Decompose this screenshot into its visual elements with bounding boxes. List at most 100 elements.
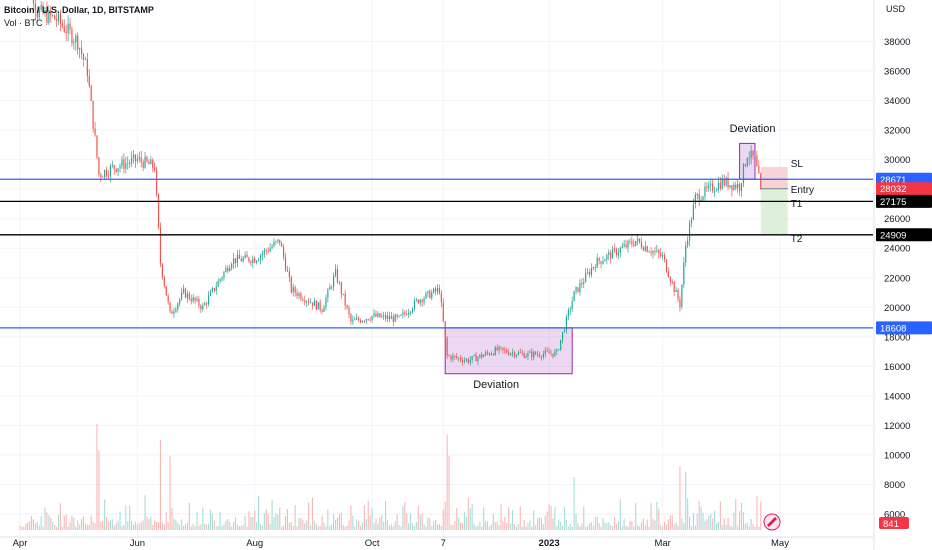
volume-bar	[169, 455, 171, 530]
candle-body	[306, 301, 308, 303]
candle-body	[340, 282, 342, 294]
volume-bar	[304, 523, 306, 530]
volume-bar	[660, 525, 662, 530]
volume-bar	[315, 523, 317, 530]
candle-body	[109, 165, 112, 176]
candle-body	[359, 320, 362, 323]
candle-body	[465, 359, 467, 361]
candle-body	[625, 244, 627, 248]
volume-bar	[19, 525, 21, 530]
volume-bar	[646, 519, 648, 530]
volume-bar	[161, 522, 163, 530]
volume-bar	[59, 503, 61, 530]
volume-bar	[523, 519, 525, 530]
volume-bar	[25, 523, 27, 530]
price-tick-label: 38000	[884, 37, 910, 48]
volume-bar	[54, 525, 56, 530]
volume-bar	[298, 517, 300, 530]
volume-bar	[23, 526, 25, 530]
candle-body	[119, 165, 121, 169]
candle-body	[552, 353, 554, 357]
candle-body	[440, 293, 442, 303]
deviation-label-top: Deviation	[729, 123, 776, 136]
time-axis[interactable]: Apr Jun Aug Oct 7 2023 Mar May	[0, 536, 873, 549]
price-tick-label: 6000	[884, 510, 905, 521]
candle-body	[669, 277, 671, 282]
volume-bar	[714, 510, 716, 530]
volume-bar	[546, 511, 548, 530]
candle-body	[394, 314, 396, 322]
volume-bar	[223, 524, 225, 530]
candle-body	[404, 312, 406, 314]
volume-bar	[702, 512, 704, 530]
volume-bar	[604, 522, 606, 530]
stop-loss-zone[interactable]	[760, 167, 788, 189]
take-profit-zone[interactable]	[760, 188, 788, 235]
volume-bar	[82, 516, 85, 530]
candle-body	[204, 303, 206, 306]
volume-bar	[675, 522, 677, 530]
price-tick-label: 34000	[884, 96, 910, 107]
volume-bar	[242, 525, 244, 530]
candle-body	[460, 357, 462, 361]
volume-bar	[354, 526, 356, 530]
volume-bar	[411, 523, 414, 530]
candle-body	[134, 154, 137, 162]
candle-body	[167, 295, 169, 303]
candle-body	[354, 319, 356, 321]
volume-bar	[527, 523, 529, 530]
candle-body	[179, 298, 181, 304]
candle-body	[156, 170, 158, 195]
candle-body	[196, 298, 198, 301]
candle-body	[57, 13, 60, 21]
volume-bar	[608, 522, 610, 530]
candle-body	[544, 350, 546, 354]
volume-bar	[167, 521, 169, 530]
volume-bar	[350, 505, 352, 530]
volume-bar	[548, 504, 550, 530]
volume-bar	[308, 502, 310, 530]
candle-body	[252, 258, 254, 264]
volume-bar	[635, 503, 637, 530]
volume-bar	[710, 513, 712, 530]
candle-body	[367, 319, 369, 320]
price-axis[interactable]: USD 6000 8000 10000 12000 14000 16000 18000 2000…	[873, 0, 910, 550]
volume-bar	[575, 514, 577, 530]
candle-body	[396, 314, 398, 317]
volume-bar	[42, 526, 44, 530]
volume-bar	[671, 515, 673, 530]
volume-bar	[665, 524, 668, 530]
candle-body	[706, 186, 708, 189]
candle-body	[246, 254, 248, 258]
candle-body	[692, 204, 695, 220]
candle-body	[450, 355, 452, 360]
volume-bar	[406, 513, 408, 530]
horizontal-levels[interactable]	[0, 178, 873, 329]
candle-body	[729, 185, 731, 188]
volume-bar	[248, 511, 250, 530]
candle-body	[77, 35, 79, 50]
candle-body	[152, 159, 154, 168]
volume-bar	[259, 524, 262, 530]
candle-body	[92, 100, 94, 129]
price-tag-current-bg	[876, 182, 932, 196]
volume-bar	[81, 518, 83, 530]
candle-body	[73, 42, 75, 44]
candle-body	[309, 302, 312, 304]
volume-bar	[361, 522, 364, 530]
candle-body	[727, 177, 729, 188]
candle-body	[452, 355, 454, 360]
volume-bar	[712, 518, 714, 530]
candle-body	[132, 154, 135, 158]
volume-bar	[71, 515, 73, 530]
price-tick-label: 32000	[884, 126, 910, 137]
volume-bar	[192, 523, 194, 530]
volume-tag-bg	[879, 517, 909, 529]
volume-bar	[481, 526, 483, 530]
candle-body	[256, 260, 258, 263]
candle-body	[423, 298, 425, 303]
volume-bar	[294, 505, 296, 530]
candle-body	[300, 293, 302, 300]
volume-bar	[233, 521, 235, 530]
